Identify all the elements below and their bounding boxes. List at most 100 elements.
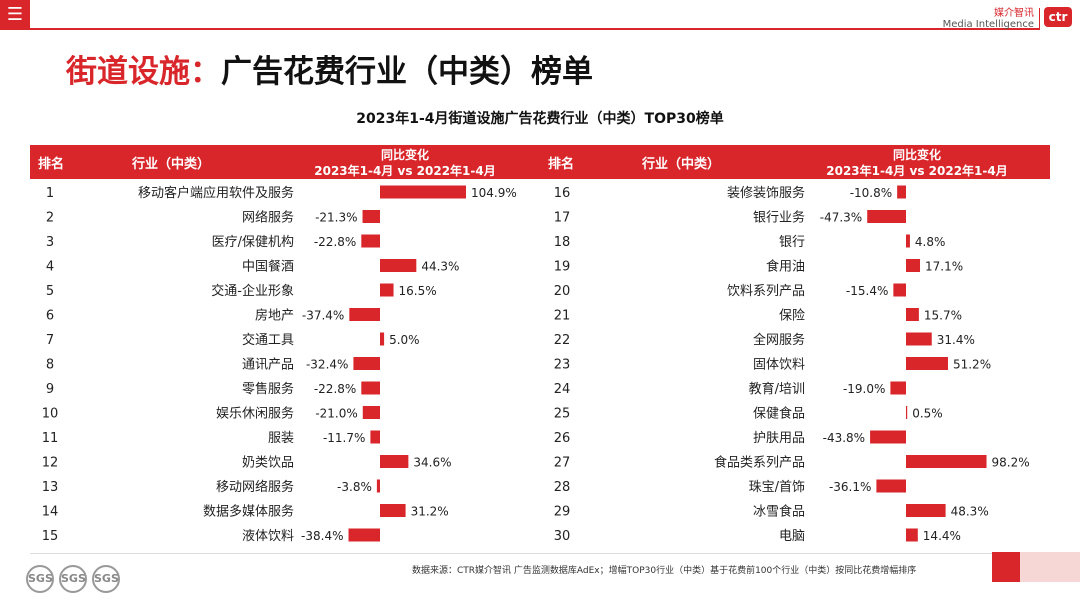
value-label: -47.3% <box>820 211 862 225</box>
rank-label: 4 <box>46 260 54 275</box>
brand-divider <box>1039 8 1040 28</box>
rank-label: 30 <box>554 529 571 544</box>
rank-label: 7 <box>46 333 54 348</box>
value-label: 16.5% <box>399 284 437 298</box>
rank-label: 1 <box>46 186 54 201</box>
industry-label: 零售服务 <box>242 381 294 397</box>
value-label: 31.2% <box>411 505 449 519</box>
bar-right-30 <box>906 528 918 542</box>
bar-right-20 <box>893 283 906 297</box>
industry-label: 食品类系列产品 <box>714 455 805 471</box>
rank-label: 2 <box>46 211 54 226</box>
value-label: 34.6% <box>413 456 451 470</box>
rank-label: 5 <box>46 284 54 299</box>
value-label: 4.8% <box>915 235 946 249</box>
rank-label: 23 <box>554 358 571 373</box>
industry-label: 饮料系列产品 <box>727 284 805 299</box>
industry-label: 固体饮料 <box>753 358 805 373</box>
bar-right-22 <box>906 332 932 346</box>
industry-label: 房地产 <box>255 308 294 324</box>
industry-label: 冰雪食品 <box>753 504 805 520</box>
industry-label: 保健食品 <box>753 406 805 422</box>
brand-name-zh: 媒介智讯 <box>994 8 1034 19</box>
bar-left-5 <box>380 283 394 297</box>
industry-label: 数据多媒体服务 <box>203 504 294 520</box>
rank-label: 18 <box>554 235 571 250</box>
bar-right-24 <box>890 381 906 395</box>
rank-label: 25 <box>554 407 571 422</box>
page-title: 街道设施：广告花费行业（中类）榜单 <box>66 46 593 91</box>
bar-left-11 <box>370 430 380 444</box>
value-label: -43.8% <box>823 431 865 445</box>
value-label: -36.1% <box>829 480 871 494</box>
industry-label: 装修装饰服务 <box>727 185 805 201</box>
footer-accent-red <box>992 552 1020 582</box>
value-label: 14.4% <box>923 529 961 543</box>
top-divider <box>30 28 1040 30</box>
rank-label: 22 <box>554 333 571 348</box>
value-label: -37.4% <box>302 309 344 323</box>
bar-left-15 <box>348 528 380 542</box>
chart-title: 2023年1-4月街道设施广告花费行业（中类）TOP30榜单 <box>356 111 724 127</box>
industry-label: 交通-企业形象 <box>211 283 294 299</box>
bar-left-12 <box>380 455 409 468</box>
rank-label: 14 <box>42 505 59 520</box>
bar-left-7 <box>380 332 385 346</box>
value-label: -19.0% <box>843 382 885 396</box>
rank-label: 10 <box>42 407 59 422</box>
bar-right-17 <box>867 210 906 223</box>
bar-left-2 <box>362 210 380 223</box>
sgs-badge-icon: SGS <box>92 565 120 593</box>
bar-right-21 <box>906 308 919 321</box>
value-label: 51.2% <box>953 358 991 372</box>
bar-right-27 <box>906 455 987 468</box>
value-label: -3.8% <box>337 480 372 494</box>
header-rank-right: 排名 <box>548 157 575 172</box>
industry-label: 奶类饮品 <box>242 456 294 471</box>
rank-label: 3 <box>46 235 54 250</box>
rank-label: 9 <box>46 382 54 397</box>
value-label: -32.4% <box>306 358 348 372</box>
industry-label: 医疗/保健机构 <box>212 235 294 250</box>
table-header-band <box>30 145 1050 179</box>
header-period-left: 2023年1-4月 vs 2022年1-4月 <box>314 164 496 178</box>
bar-right-19 <box>906 259 921 272</box>
industry-label: 服装 <box>268 431 294 446</box>
bar-left-8 <box>353 357 380 370</box>
industry-label: 食用油 <box>766 259 805 275</box>
bar-right-16 <box>897 185 906 199</box>
sgs-badge-icon: SGS <box>26 565 54 593</box>
value-label: -21.0% <box>315 407 357 421</box>
footnote: 数据来源：CTR媒介智讯 广告监测数据库AdEx；增幅TOP30行业（中类）基于… <box>412 566 917 576</box>
rank-label: 11 <box>42 431 59 446</box>
rank-label: 12 <box>42 456 59 471</box>
industry-label: 电脑 <box>779 529 805 544</box>
rank-label: 28 <box>554 480 571 495</box>
header-rank-left: 排名 <box>38 157 65 172</box>
bar-left-13 <box>376 479 380 493</box>
menu-button[interactable]: ☰ <box>0 0 30 30</box>
value-label: 0.5% <box>912 407 943 421</box>
header-change-left: 同比变化 <box>380 148 429 162</box>
industry-label: 移动客户端应用软件及服务 <box>138 185 294 201</box>
value-label: 104.9% <box>471 186 517 200</box>
value-label: -21.3% <box>315 211 357 225</box>
value-label: -11.7% <box>323 431 365 445</box>
industry-label: 液体饮料 <box>242 529 294 544</box>
industry-label: 交通工具 <box>242 332 294 348</box>
value-label: -22.8% <box>314 382 356 396</box>
bottom-divider <box>30 553 992 554</box>
rank-label: 16 <box>554 186 571 201</box>
header-industry-left: 行业（中类） <box>132 157 211 172</box>
value-label: -10.8% <box>850 186 892 200</box>
ctr-logo: ctr <box>1044 7 1072 27</box>
rank-label: 21 <box>554 309 571 324</box>
value-label: 48.3% <box>951 505 989 519</box>
rank-label: 8 <box>46 358 54 373</box>
industry-label: 移动网络服务 <box>216 479 294 495</box>
value-label: 44.3% <box>421 260 459 274</box>
industry-label: 教育/培训 <box>749 381 805 397</box>
bar-left-4 <box>380 259 417 272</box>
value-label: 5.0% <box>389 333 420 347</box>
